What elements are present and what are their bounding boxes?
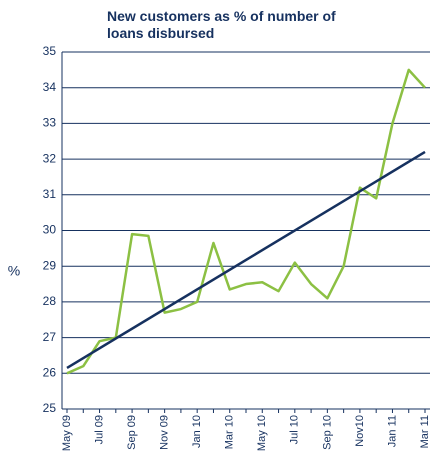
y-tick-label: 28	[43, 294, 57, 308]
x-tick-label: Jan 10	[191, 415, 203, 448]
x-tick-label: Sep 10	[321, 415, 333, 450]
y-tick-label: 35	[43, 44, 57, 58]
y-tick-label: 32	[43, 151, 57, 165]
y-tick-label: 29	[43, 258, 57, 272]
x-tick-label: May 09	[61, 415, 73, 451]
y-tick-label: 31	[43, 187, 57, 201]
y-tick-label: 30	[43, 223, 57, 237]
x-tick-label: Mar 10	[224, 415, 236, 449]
y-tick-label: 34	[43, 80, 57, 94]
y-axis-label: %	[8, 263, 20, 279]
x-tick-label: Jul 10	[289, 415, 301, 444]
x-tick-label: Nov10	[354, 415, 366, 447]
y-tick-label: 25	[43, 401, 57, 415]
x-tick-label: Sep 09	[126, 415, 138, 450]
trend-line	[66, 150, 426, 370]
x-tick-label: May 10	[256, 415, 268, 451]
x-tick-label: Nov 09	[159, 415, 171, 450]
y-tick-label: 26	[43, 365, 57, 379]
y-tick-label: 33	[43, 116, 57, 130]
x-tick-label: Mar 11	[419, 415, 431, 448]
data-line	[66, 68, 426, 375]
y-tick-label: 27	[43, 330, 57, 344]
x-tick-label: Jan 11	[386, 415, 398, 447]
chart-title: New customers as % of number of loans di…	[107, 8, 336, 41]
x-tick-label: Jul 09	[93, 415, 105, 444]
